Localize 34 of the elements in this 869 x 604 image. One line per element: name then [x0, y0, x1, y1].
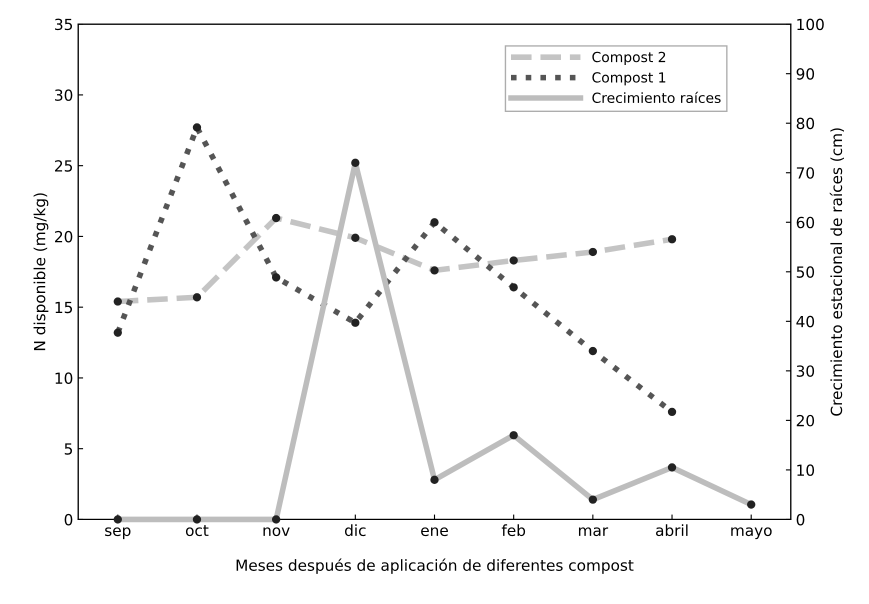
y2-tick-label: 70 [796, 167, 814, 179]
x-tick-label: sep [105, 527, 130, 540]
y-tick-label: 20 [55, 230, 72, 242]
y2-tick-label: 30 [796, 365, 814, 377]
y2-tick-label: 20 [796, 414, 814, 426]
y-tick-label: 5 [64, 443, 72, 455]
legend-label: Crecimiento raíces [592, 92, 721, 104]
y2-tick-label: 40 [796, 316, 814, 328]
y-tick-label: 15 [56, 302, 72, 314]
x-axis-title: Meses después de aplicación de diferentes compost [236, 558, 634, 574]
y2-tick-label: 60 [796, 216, 814, 228]
y-axis-title: N disponible (mg/kg) [34, 193, 48, 350]
y2-tick-label: 10 [797, 464, 814, 476]
x-tick-label: abril [656, 524, 688, 536]
y-tick-label: 35 [55, 18, 72, 30]
x-tick-label: ene [421, 527, 448, 536]
y2-axis-title: Crecimiento estacional de raíces (cm) [830, 128, 844, 416]
y-tick-label: 0 [64, 514, 72, 526]
x-tick-label: dic [344, 524, 366, 536]
y-tick-label: 30 [55, 89, 72, 101]
y2-tick-label: 80 [796, 118, 814, 130]
x-tick-label: mayo [731, 527, 772, 540]
x-tick-label: feb [502, 524, 526, 536]
y2-tick-label: 90 [796, 68, 814, 80]
legend-label: Compost 1 [592, 72, 666, 86]
y2-tick-label: 50 [796, 266, 814, 278]
x-tick-label: mar [578, 527, 608, 536]
legend-label: Compost 2 [592, 52, 666, 65]
y2-tick-label: 100 [797, 18, 824, 30]
y-tick-label: 10 [56, 372, 72, 384]
x-tick-label: nov [264, 527, 290, 536]
y2-tick-label: 0 [796, 514, 804, 526]
x-tick-label: oct [186, 525, 208, 536]
y-tick-label: 25 [55, 160, 72, 172]
